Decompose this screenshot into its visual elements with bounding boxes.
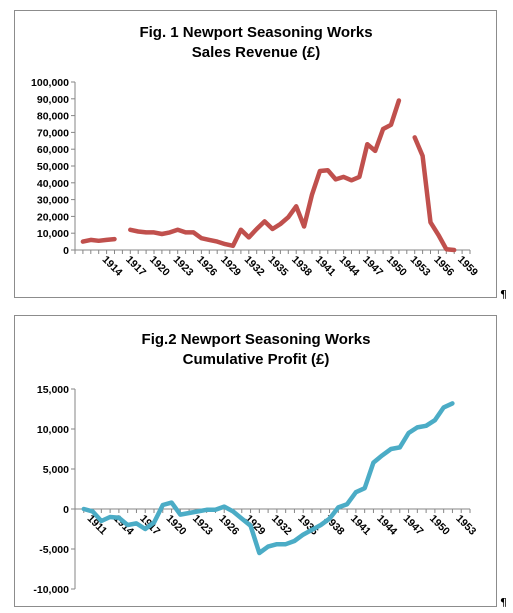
y-tick-label: 100,000 bbox=[31, 77, 69, 89]
y-tick-label: 40,000 bbox=[37, 178, 69, 190]
x-tick-label: 1950 bbox=[427, 513, 452, 538]
x-tick-label: 1914 bbox=[100, 254, 125, 279]
y-tick-label: 0 bbox=[63, 245, 69, 257]
paragraph-mark: ¶ bbox=[500, 288, 507, 301]
x-tick-label: 1932 bbox=[269, 513, 294, 538]
x-tick-label: 1926 bbox=[194, 254, 219, 279]
series-line bbox=[128, 98, 402, 249]
x-tick-label: 1953 bbox=[453, 513, 478, 538]
y-tick-label: 20,000 bbox=[37, 211, 69, 223]
y-tick-label: 30,000 bbox=[37, 195, 69, 207]
y-tick-label: 50,000 bbox=[37, 161, 69, 173]
y-tick-label: 0 bbox=[63, 504, 69, 516]
x-tick-label: 1923 bbox=[190, 513, 215, 538]
x-tick-label: 1947 bbox=[401, 513, 426, 538]
y-tick-label: 60,000 bbox=[37, 144, 69, 156]
x-tick-label: 1953 bbox=[408, 254, 433, 279]
y-tick-label: 70,000 bbox=[37, 127, 69, 139]
chart-title-line: Cumulative Profit (£) bbox=[183, 351, 330, 368]
series-line bbox=[81, 401, 455, 556]
x-tick-label: 1944 bbox=[337, 254, 362, 279]
cumulative-profit-svg: Fig.2 Newport Seasoning Works Cumulative … bbox=[33, 331, 478, 596]
series-line bbox=[80, 236, 117, 244]
y-tick-label: 15,000 bbox=[37, 384, 69, 396]
cumulative-profit-chart: Fig.2 Newport Seasoning Works Cumulative … bbox=[14, 315, 497, 607]
y-tick-label: 10,000 bbox=[37, 228, 69, 240]
x-tick-label: 1941 bbox=[313, 254, 338, 279]
y-tick-label: -5,000 bbox=[39, 544, 69, 556]
x-tick-label: 1929 bbox=[218, 254, 243, 279]
series-line bbox=[412, 135, 457, 253]
y-tick-label: 10,000 bbox=[37, 424, 69, 436]
y-tick-label: 5,000 bbox=[43, 464, 69, 476]
x-tick-label: 1941 bbox=[348, 513, 373, 538]
x-tick-label: 1959 bbox=[455, 254, 480, 279]
x-tick-label: 1938 bbox=[289, 254, 314, 279]
x-tick-label: 1917 bbox=[123, 254, 148, 279]
x-tick-label: 1923 bbox=[171, 254, 196, 279]
y-tick-label: -10,000 bbox=[33, 584, 69, 596]
x-tick-label: 1938 bbox=[322, 513, 347, 538]
sales-revenue-chart: Fig. 1 Newport Seasoning Works Sales Reve… bbox=[14, 10, 497, 298]
x-tick-label: 1920 bbox=[147, 254, 172, 279]
y-tick-label: 80,000 bbox=[37, 111, 69, 123]
chart-title-line: Fig. 1 Newport Seasoning Works bbox=[139, 24, 372, 41]
x-tick-label: 1932 bbox=[242, 254, 267, 279]
x-tick-label: 1956 bbox=[431, 254, 456, 279]
x-tick-label: 1920 bbox=[164, 513, 189, 538]
x-tick-label: 1935 bbox=[265, 254, 290, 279]
paragraph-mark: ¶ bbox=[500, 596, 507, 609]
x-tick-label: 1947 bbox=[360, 254, 385, 279]
chart-title-line: Fig.2 Newport Seasoning Works bbox=[142, 331, 371, 348]
y-tick-label: 90,000 bbox=[37, 94, 69, 106]
chart-title-line: Sales Revenue (£) bbox=[192, 44, 320, 61]
x-tick-label: 1950 bbox=[384, 254, 409, 279]
x-tick-label: 1944 bbox=[374, 513, 399, 538]
sales-revenue-svg: Fig. 1 Newport Seasoning Works Sales Reve… bbox=[31, 24, 480, 279]
